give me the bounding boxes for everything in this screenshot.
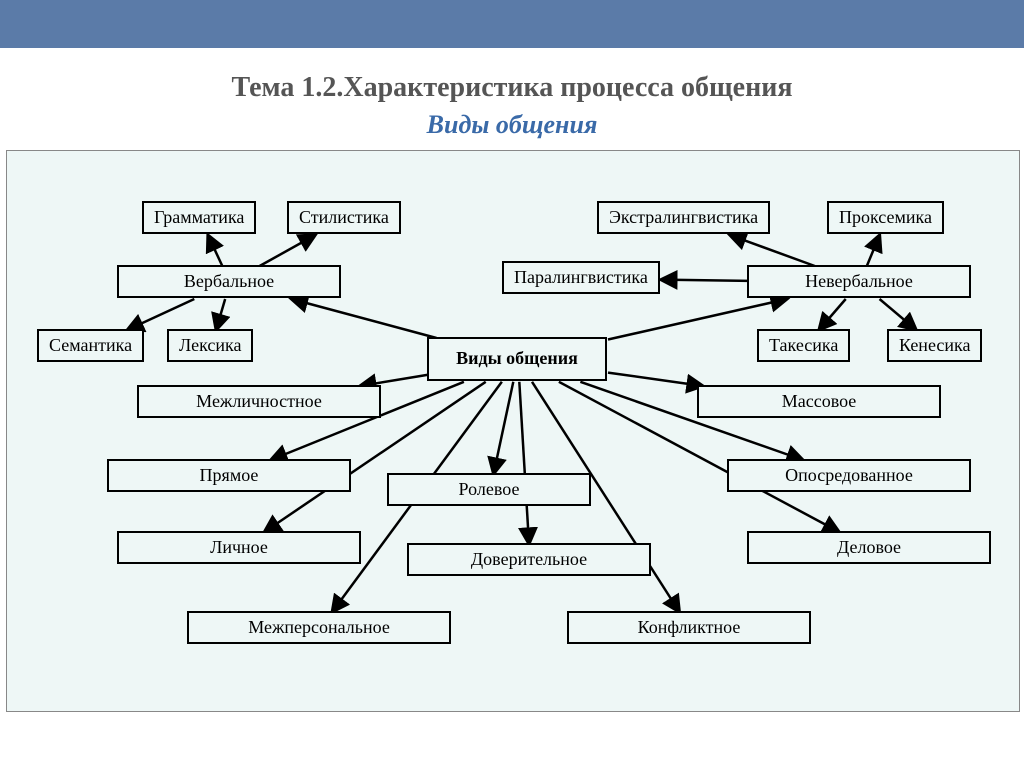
node-conflict: Конфликтное	[567, 611, 811, 644]
diagram-edges	[7, 151, 1019, 711]
node-semantics: Семантика	[37, 329, 144, 362]
node-lexics: Лексика	[167, 329, 253, 362]
node-personal: Личное	[117, 531, 361, 564]
node-stylistics: Стилистика	[287, 201, 401, 234]
node-interpersonal: Межличностное	[137, 385, 381, 418]
page-subtitle: Виды общения	[0, 110, 1024, 140]
node-proxemics: Проксемика	[827, 201, 944, 234]
header-bar	[0, 0, 1024, 48]
node-extraling: Экстралингвистика	[597, 201, 770, 234]
node-grammar: Грамматика	[142, 201, 256, 234]
node-takesics: Такесика	[757, 329, 850, 362]
node-interpersonal2: Межперсональное	[187, 611, 451, 644]
node-role: Ролевое	[387, 473, 591, 506]
page-title: Тема 1.2.Характеристика процесса общения	[0, 72, 1024, 104]
node-verbal: Вербальное	[117, 265, 341, 298]
node-direct: Прямое	[107, 459, 351, 492]
node-center: Виды общения	[427, 337, 607, 381]
node-mass: Массовое	[697, 385, 941, 418]
node-kinesics: Кенесика	[887, 329, 982, 362]
node-nonverbal: Невербальное	[747, 265, 971, 298]
node-paraling: Паралингвистика	[502, 261, 660, 294]
node-mediated: Опосредованное	[727, 459, 971, 492]
node-business: Деловое	[747, 531, 991, 564]
node-confidential: Доверительное	[407, 543, 651, 576]
diagram-canvas: Виды общения Вербальное Грамматика Стилисти…	[6, 150, 1020, 712]
